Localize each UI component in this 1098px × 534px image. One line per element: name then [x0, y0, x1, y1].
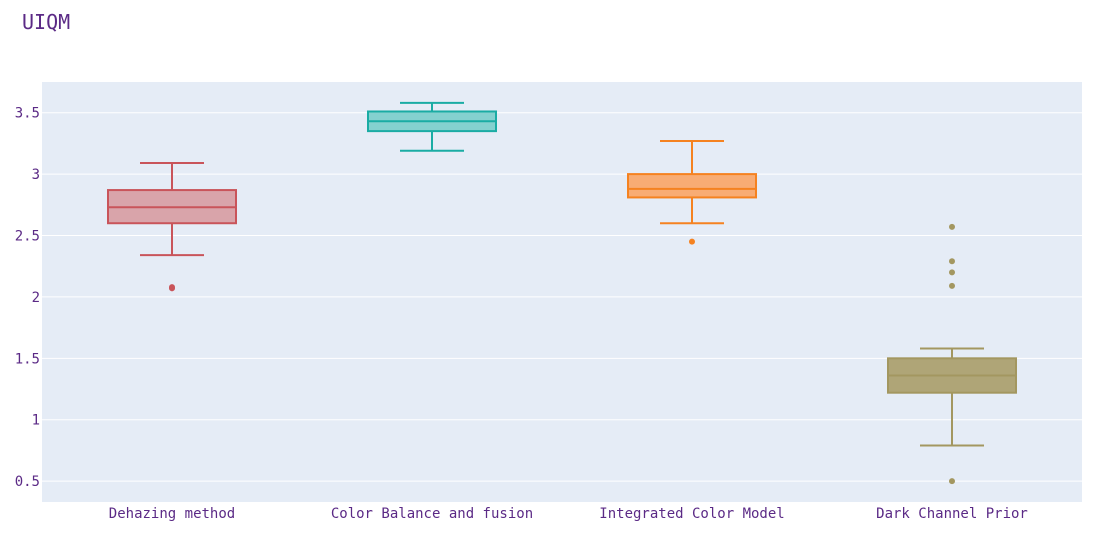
y-tick-label: 3: [32, 167, 40, 183]
outlier-point: [949, 478, 955, 485]
gridlines: [42, 112, 1082, 482]
y-tick-label: 2.5: [15, 229, 40, 245]
x-tick-label: Integrated Color Model: [599, 506, 784, 522]
x-tick-label: Dehazing method: [109, 506, 235, 522]
y-tick-label: 1.5: [15, 351, 40, 367]
chart-title: UIQM: [22, 10, 71, 34]
y-axis-ticks: 0.5 1 1.5 2 2.5 3 3.5: [15, 106, 40, 490]
y-tick-label: 1: [32, 413, 40, 429]
x-axis-ticks: Dehazing method Color Balance and fusion I…: [109, 506, 1028, 522]
box-1: [107, 162, 237, 292]
box-3: [627, 139, 757, 245]
y-tick-label: 0.5: [15, 474, 40, 490]
outlier-point: [169, 284, 175, 291]
x-tick-label: Color Balance and fusion: [331, 506, 533, 522]
outlier-point: [949, 223, 955, 230]
boxes: [107, 101, 1017, 485]
outlier-point: [689, 238, 695, 245]
box-4: [887, 223, 1017, 485]
outlier-point: [949, 269, 955, 276]
outlier-point: [949, 282, 955, 289]
box-iqr: [627, 173, 757, 199]
y-tick-label: 2: [32, 290, 40, 306]
outlier-point: [949, 258, 955, 265]
y-tick-label: 3.5: [15, 106, 40, 122]
box-2: [367, 101, 497, 152]
plot-area: [42, 82, 1082, 502]
x-tick-label: Dark Channel Prior: [876, 506, 1028, 522]
